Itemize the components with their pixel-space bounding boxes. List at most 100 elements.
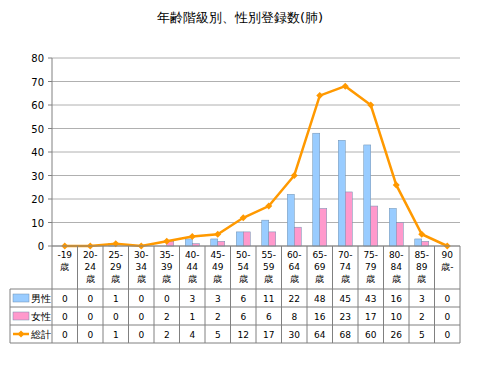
tick-mark (48, 105, 52, 106)
tick-mark (48, 128, 52, 129)
table-value: 3 (215, 294, 221, 304)
x-tick-label: -19歳 (57, 250, 72, 272)
bar (269, 232, 276, 246)
x-tick-label-line: 79 (365, 262, 377, 272)
table-value: 11 (263, 294, 274, 304)
table-value: 17 (365, 312, 376, 322)
marker (418, 231, 425, 238)
table-value: 6 (240, 294, 246, 304)
x-tick-label-line: 74 (340, 262, 352, 272)
x-tick-label: 50- 54 歳 (236, 250, 251, 284)
table-value: 1 (113, 330, 119, 340)
marker (240, 214, 247, 221)
tick-mark (48, 81, 52, 82)
tick-mark (48, 175, 52, 176)
x-tick-label: 65-69歳 (312, 250, 327, 284)
background (0, 0, 480, 372)
legend-key (13, 294, 29, 302)
y-axis-line (52, 58, 53, 246)
bar (320, 208, 327, 246)
line (65, 86, 448, 246)
table-line (154, 246, 155, 343)
table-value: 0 (138, 294, 144, 304)
tick-mark (48, 58, 52, 59)
y-tick-label: 60 (31, 100, 44, 111)
table-value: 30 (289, 330, 301, 340)
table-value: 5 (419, 330, 425, 340)
x-tick-label-line: 歳 (239, 274, 248, 284)
x-tick-label-line: 35- (159, 250, 174, 260)
table-value: 0 (444, 294, 450, 304)
x-tick-label: 55-59歳 (261, 250, 276, 284)
title: 年齢階級別、性別登録数(肺) (157, 10, 323, 25)
x-tick-label-line: 54 (238, 262, 250, 272)
table-value: 3 (189, 294, 195, 304)
table-value: 17 (263, 330, 274, 340)
x-tick-label: 90歳- (441, 250, 453, 272)
x-tick-label-line: 30- (134, 250, 149, 260)
grid-line (52, 81, 460, 82)
table-value: 0 (87, 312, 93, 322)
marker (367, 102, 374, 109)
x-tick-label-line: 歳- (441, 262, 453, 272)
table-line (10, 343, 460, 344)
bar (185, 239, 192, 246)
legend-label: 男性 (31, 293, 51, 304)
bar (287, 194, 294, 246)
table-value: 2 (164, 312, 170, 322)
tick-mark (48, 199, 52, 200)
bar (313, 133, 320, 246)
x-tick-label-line: 25- (108, 250, 123, 260)
table-value: 22 (289, 294, 300, 304)
marker (316, 92, 323, 99)
x-tick-label-line: 歳 (162, 274, 171, 284)
table-value: 2 (215, 312, 221, 322)
x-tick-label: 40-44歳 (185, 250, 200, 284)
marker (189, 233, 196, 240)
grid-line (52, 152, 460, 153)
x-tick-label: 60-64歳 (287, 250, 302, 284)
bar (338, 140, 345, 246)
x-tick-label-line: 歳 (315, 274, 324, 284)
table-value: 0 (62, 312, 68, 322)
table-line (77, 246, 78, 343)
table-value: 43 (365, 294, 376, 304)
x-tick-label-line: 65- (312, 250, 327, 260)
table-line (383, 246, 384, 343)
bar (389, 208, 396, 246)
bar (243, 232, 250, 246)
bar (364, 145, 371, 246)
table-value: 0 (138, 330, 144, 340)
y-tick-label: 70 (31, 77, 44, 88)
legend-label: 総計 (30, 329, 51, 340)
x-tick-label-line: 70- (338, 250, 353, 260)
x-tick-label-line: 歳 (137, 274, 146, 284)
x-tick-label-line: 50- (236, 250, 251, 260)
bar (422, 241, 429, 246)
table-value: 0 (62, 294, 68, 304)
x-tick-label: 45-49歳 (210, 250, 225, 284)
table-value: 68 (340, 330, 352, 340)
table-line (179, 246, 180, 343)
table-value: 16 (391, 294, 403, 304)
x-tick-label-line: 34 (136, 262, 148, 272)
x-tick-label: 30- 34 歳 (134, 250, 149, 284)
x-tick-label: 25-29歳 (108, 250, 123, 284)
x-tick-label-line: 歳 (366, 274, 375, 284)
table-value: 3 (419, 294, 425, 304)
marker (291, 172, 298, 179)
x-tick-label-line: 歳 (188, 274, 197, 284)
x-tick-label-line: 歳 (213, 274, 222, 284)
table-value: 0 (87, 330, 93, 340)
table-value: 16 (314, 312, 326, 322)
table-value: 1 (113, 294, 119, 304)
bar (396, 223, 403, 247)
table-value: 45 (340, 294, 351, 304)
grid-line (52, 58, 460, 59)
bar (262, 220, 269, 246)
table-line (307, 246, 308, 343)
table-value: 23 (340, 312, 351, 322)
table-value: 0 (164, 294, 170, 304)
marker (163, 238, 170, 245)
x-tick-label: 70-74歳 (338, 250, 353, 284)
